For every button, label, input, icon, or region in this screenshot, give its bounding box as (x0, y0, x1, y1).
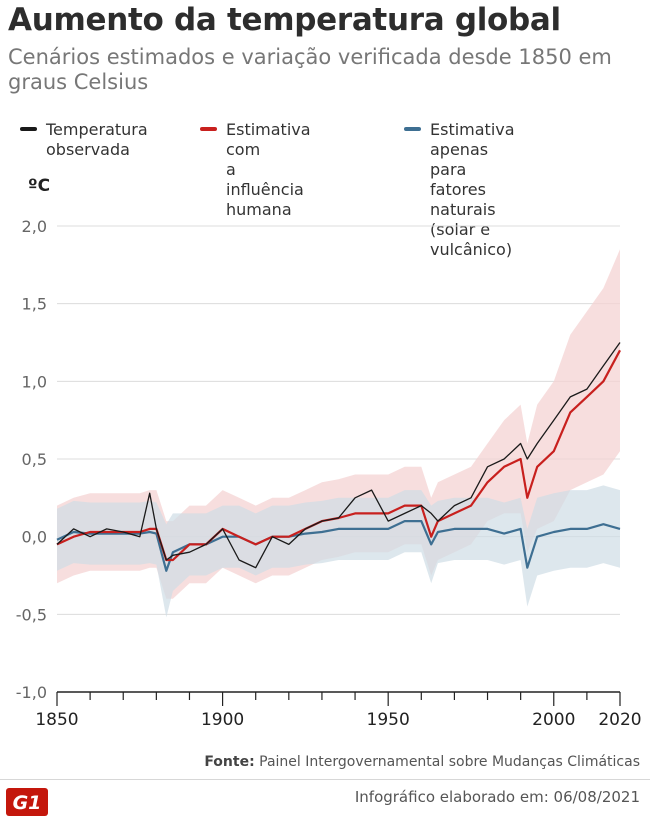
temperature-chart: 2,0 1,5 1,0 0,5 0,0 -0,5 -1,0 1850 1900 1950 2000 2… (16, 217, 642, 730)
legend-swatch-observed (20, 127, 37, 131)
g1-logo-text: G1 (13, 792, 42, 814)
y-tick-label: 1,5 (22, 295, 47, 314)
line-layer (56, 342, 621, 572)
x-tick-label: 1950 (367, 710, 410, 730)
x-tick-label: 2020 (598, 710, 641, 730)
x-tick-label: 1850 (35, 710, 78, 730)
y-tick-label: 0,5 (22, 450, 47, 469)
g1-logo: G1 (6, 788, 48, 816)
chart-title: Aumento da temperatura global (8, 2, 561, 38)
band-layer (57, 249, 620, 618)
credit-note: Infográfico elaborado em: 06/08/2021 (354, 788, 640, 806)
chart-subtitle: Cenários estimados e variação verificada… (8, 45, 612, 94)
source-label: Fonte: (204, 754, 255, 770)
series-line-natural (56, 519, 621, 572)
y-tick-label: 2,0 (22, 217, 47, 236)
g1-logo-background (6, 788, 48, 816)
legend-label-human: Estimativa com a influência humana (226, 120, 311, 219)
y-tick-label: 1,0 (22, 372, 47, 391)
source-note: Fonte: Painel Intergovernamental sobre M… (204, 754, 640, 770)
legend-swatch-human (200, 127, 217, 131)
y-tick-label: -1,0 (16, 683, 47, 702)
y-tick-label: -0,5 (16, 605, 47, 624)
legend-label-observed: Temperatura observada (46, 120, 148, 159)
source-text: Painel Intergovernamental sobre Mudanças… (259, 754, 640, 770)
legend-swatch-natural (404, 127, 421, 131)
axis-layer (56, 691, 621, 706)
x-tick-label: 1900 (201, 710, 244, 730)
band-natural (57, 485, 620, 618)
footer-divider (0, 779, 650, 780)
y-axis-unit-label: ºC (28, 176, 51, 196)
legend-label-natural: Estimativa apenas para fatores naturais … (430, 120, 515, 259)
series-line-observed (56, 342, 621, 569)
y-tick-label: 0,0 (22, 528, 47, 547)
x-tick-label: 2000 (532, 710, 575, 730)
label-layer: 2,0 1,5 1,0 0,5 0,0 -0,5 -1,0 1850 1900 1950 2000 2… (16, 217, 642, 730)
